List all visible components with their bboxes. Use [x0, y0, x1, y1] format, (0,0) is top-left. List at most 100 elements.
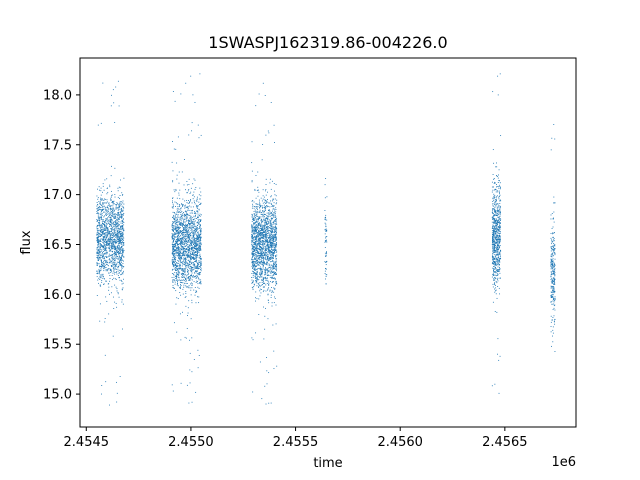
data-point [179, 267, 181, 269]
data-point [186, 271, 188, 273]
data-point [176, 211, 178, 213]
data-point [112, 239, 114, 241]
data-point [275, 227, 277, 229]
data-point [175, 221, 177, 223]
data-point [113, 210, 115, 212]
data-point [263, 228, 265, 230]
data-point [199, 266, 200, 268]
data-point [98, 229, 100, 231]
data-point [261, 263, 263, 265]
data-point [121, 217, 123, 219]
data-point [275, 233, 277, 235]
data-point [255, 245, 257, 247]
data-point [272, 257, 273, 259]
data-point [265, 278, 267, 280]
data-point [175, 267, 176, 269]
data-point [118, 250, 119, 252]
data-point [106, 251, 108, 253]
data-point [191, 221, 193, 223]
data-point [196, 248, 198, 249]
data-point [187, 277, 189, 279]
data-point [172, 257, 174, 259]
data-point [187, 255, 189, 257]
data-point [274, 237, 276, 239]
data-point [192, 221, 194, 223]
data-point [187, 253, 189, 255]
data-point [99, 201, 101, 203]
data-point [103, 270, 105, 272]
data-point [269, 290, 271, 292]
data-point [184, 241, 186, 243]
data-point [117, 207, 119, 209]
data-point [273, 263, 275, 265]
data-point [198, 243, 200, 245]
data-point [171, 269, 173, 271]
data-point [265, 235, 267, 237]
data-point [191, 232, 193, 234]
data-point [196, 246, 198, 248]
data-point [257, 243, 259, 245]
data-point [173, 217, 175, 219]
data-point [122, 202, 124, 204]
data-point [174, 191, 176, 193]
data-point [263, 306, 264, 308]
data-point [100, 230, 102, 232]
data-point [267, 294, 269, 296]
data-point [98, 232, 100, 234]
data-point [120, 242, 122, 244]
data-point [117, 248, 119, 250]
data-point [190, 247, 192, 249]
data-point [275, 323, 277, 325]
data-point [253, 232, 255, 234]
data-point [257, 279, 259, 281]
data-point [174, 246, 176, 247]
data-point [197, 274, 199, 276]
data-point [265, 270, 266, 272]
data-point [271, 264, 273, 266]
data-point [260, 234, 262, 236]
data-point [107, 228, 108, 230]
data-point [186, 248, 187, 250]
data-point [197, 286, 199, 288]
data-point [188, 235, 190, 237]
data-point [266, 257, 268, 259]
data-point [122, 206, 124, 208]
data-point [184, 239, 186, 240]
data-point [266, 206, 268, 208]
data-point [171, 252, 173, 254]
data-point [117, 187, 119, 189]
data-point [192, 226, 194, 228]
data-point [252, 200, 254, 201]
data-point [112, 245, 114, 247]
data-point [174, 246, 176, 248]
data-point [255, 222, 256, 223]
data-point [274, 243, 276, 245]
data-point [272, 214, 274, 216]
data-point [253, 246, 255, 248]
data-point [267, 230, 269, 231]
data-point [251, 249, 253, 251]
data-point [114, 247, 116, 248]
data-point [99, 245, 101, 247]
data-point [121, 234, 123, 236]
data-point [266, 214, 268, 216]
data-point [106, 223, 108, 225]
data-point [262, 278, 264, 280]
data-point [178, 211, 180, 212]
data-point [263, 207, 265, 208]
data-point [271, 242, 273, 244]
data-point [199, 255, 201, 257]
data-point [275, 281, 277, 283]
data-point [184, 240, 186, 242]
data-point [254, 209, 256, 211]
data-point [261, 231, 263, 233]
data-point [187, 225, 189, 227]
data-point [105, 235, 107, 237]
data-point [187, 241, 189, 243]
data-point [122, 229, 124, 231]
data-point [119, 197, 120, 199]
data-point [254, 248, 256, 250]
data-point [265, 403, 267, 405]
data-point [193, 268, 195, 270]
data-point [186, 262, 188, 264]
